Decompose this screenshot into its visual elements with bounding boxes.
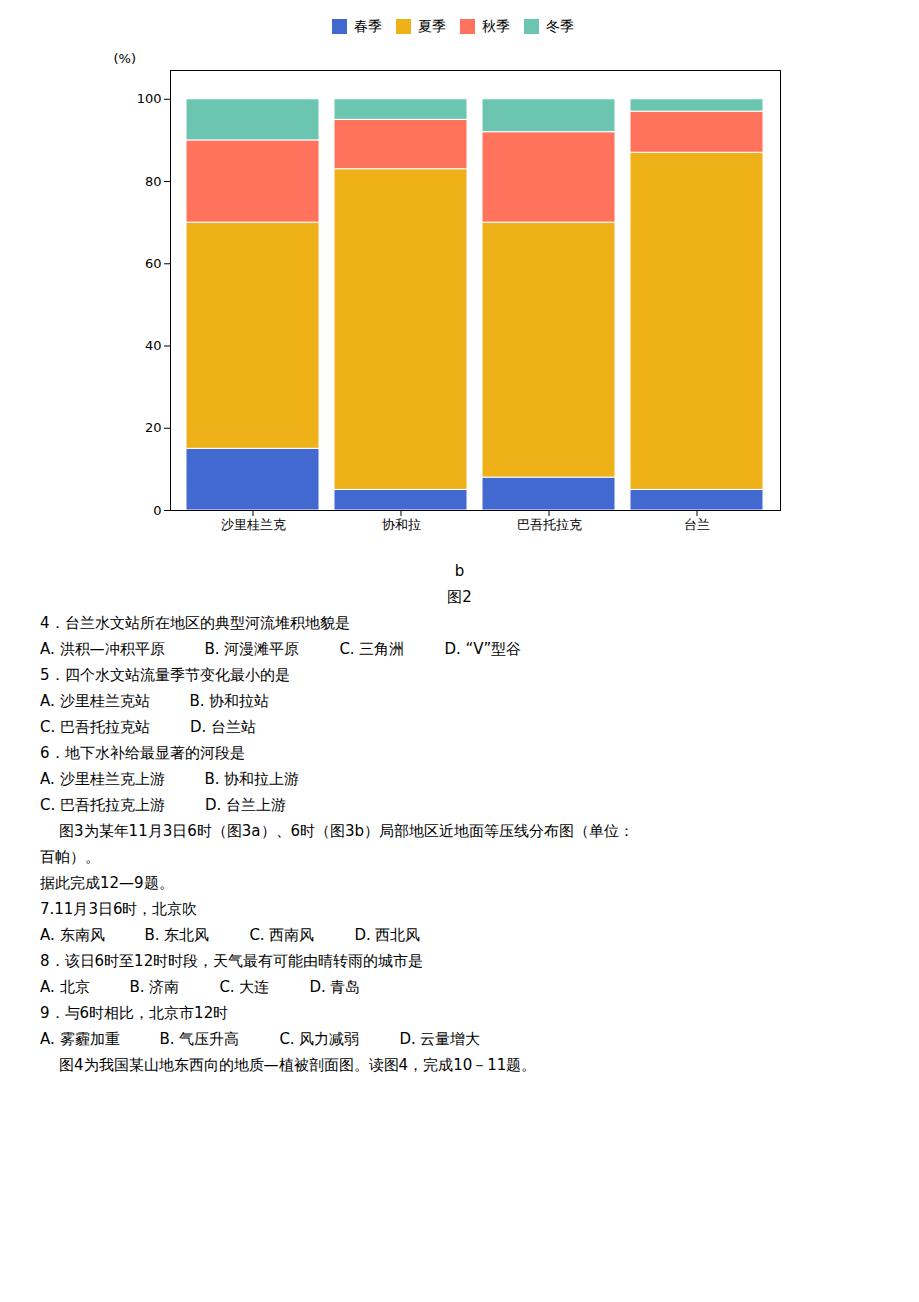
html-text:D. 台兰上游: D. 台兰上游 [205,796,287,814]
html-text:A. 沙里桂兰克上游: A. 沙里桂兰克上游 [40,770,165,788]
html-text:冬季: 冬季 [545,17,574,34]
html-text:7.11月3日6时，北京吹: 7.11月3日6时，北京吹 [40,900,198,918]
html-text:D. 云量增大: D. 云量增大 [399,1030,481,1048]
html-text:A. 雾霾加重: A. 雾霾加重 [40,1030,120,1048]
html-text:D. 青岛: D. 青岛 [309,978,361,996]
html-text:C. 风力减弱: C. 风力减弱 [279,1030,360,1048]
html-text:据此完成12—9题。: 据此完成12—9题。 [40,874,174,892]
html-text:C. 三角洲: C. 三角洲 [339,640,405,658]
svg-text:80: 80 [144,174,161,189]
html-text:5．四个水文站流量季节变化最小的是: 5．四个水文站流量季节变化最小的是 [40,666,290,684]
svg-text:巴吾托拉克: 巴吾托拉克 [516,517,581,532]
html-text:D. “V”型谷: D. “V”型谷 [444,640,522,658]
html-text:8．该日6时至12时时段，天气最有可能由晴转雨的城市是: 8．该日6时至12时时段，天气最有可能由晴转雨的城市是 [40,952,424,970]
html-text:9．与6时相比，北京市12时: 9．与6时相比，北京市12时 [40,1004,229,1022]
html-text:A. 沙里桂兰克站: A. 沙里桂兰克站 [40,692,150,710]
html-text:图4为我国某山地东西向的地质—植被剖面图。读图4，完成10－: 图4为我国某山地东西向的地质—植被剖面图。读图4，完成10－11题。 [40,1056,537,1074]
html-text:A. 北京: A. 北京 [40,978,90,996]
svg-text:0: 0 [153,503,161,518]
html-text:A. 东南风: A. 东南风 [40,926,105,944]
svg-text:协和拉: 协和拉 [381,517,420,532]
svg-text:60: 60 [144,256,161,271]
html-text:图3为某年11月3日6时（图3a）、6时（图3b）局部地区近: 图3为某年11月3日6时（图3a）、6时（图3b）局部地区近地面等压线分布图（单… [40,822,635,840]
html-text:C. 巴吾托拉克站: C. 巴吾托拉克站 [40,718,150,736]
html-text:B. 气压升高: B. 气压升高 [159,1030,240,1048]
html-text:D. 西北风: D. 西北风 [354,926,421,944]
svg-text:20: 20 [144,420,161,435]
html-text:C. 巴吾托拉克上游: C. 巴吾托拉克上游 [40,796,165,814]
html-text:春季: 春季 [353,17,382,34]
html-text:百帕）。: 百帕）。 [40,848,100,866]
html-text:A. 洪积—冲积平原: A. 洪积—冲积平原 [40,640,165,658]
svg-text:40: 40 [144,338,161,353]
html-text:b: b [454,562,465,580]
html-text:B. 东北风: B. 东北风 [144,926,210,944]
html-text:B. 协和拉站: B. 协和拉站 [189,692,270,710]
svg-text:台兰: 台兰 [684,517,710,532]
html-text:D. 台兰站: D. 台兰站 [190,718,257,736]
html-text:B. 河漫滩平原: B. 河漫滩平原 [204,640,300,658]
html-text:B. 协和拉上游: B. 协和拉上游 [204,770,300,788]
svg-text:(%): (%) [113,51,136,66]
html-text:6．地下水补给最显著的河段是: 6．地下水补给最显著的河段是 [40,744,245,762]
html-text:C. 大连: C. 大连 [219,978,270,996]
svg-text:沙里桂兰克: 沙里桂兰克 [220,517,285,532]
html-text:C. 西南风: C. 西南风 [249,926,315,944]
html-text:4．台兰水文站所在地区的典型河流堆积地貌是: 4．台兰水文站所在地区的典型河流堆积地貌是 [40,614,350,632]
html-text:图2: 图2 [447,588,472,606]
html-text:夏季: 夏季 [417,17,446,34]
html-text:B. 济南: B. 济南 [129,978,180,996]
html-text:秋季: 秋季 [481,17,510,34]
svg-text:100: 100 [136,91,161,106]
